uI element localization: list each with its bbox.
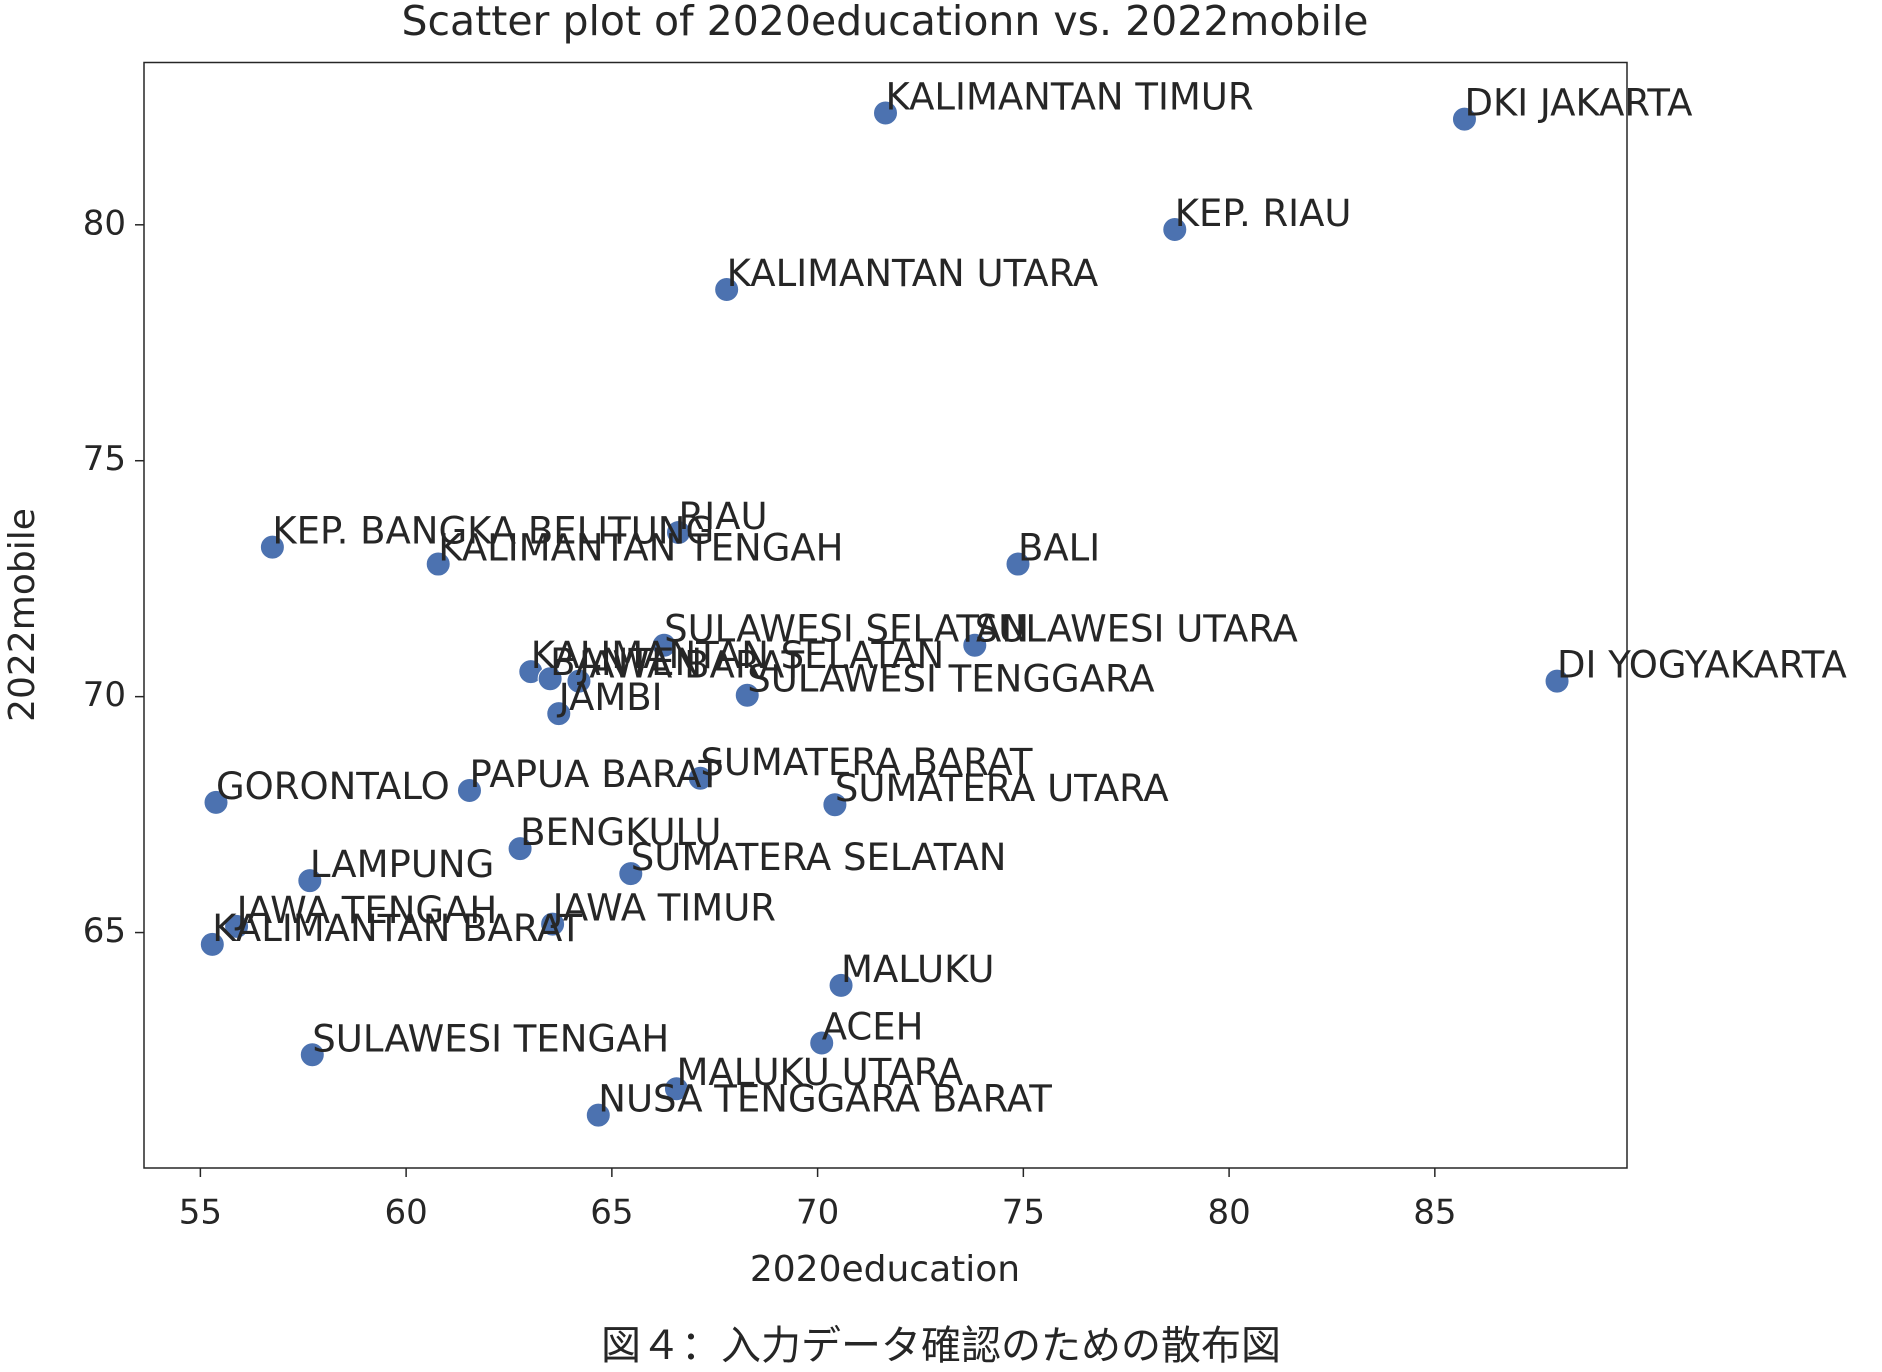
point-label: RIAU xyxy=(679,495,768,538)
point xyxy=(540,911,566,937)
point-label: SULAWESI UTARA xyxy=(975,608,1298,651)
point xyxy=(687,765,713,791)
point xyxy=(566,668,592,694)
point-label: KALIMANTAN UTARA xyxy=(727,252,1098,295)
point xyxy=(873,100,898,126)
x-tick-label: 55 xyxy=(179,1193,222,1233)
point xyxy=(299,1042,325,1068)
x-tick-label: 85 xyxy=(1413,1193,1456,1233)
point-label: DI YOGYAKARTA xyxy=(1557,644,1847,687)
point-label: SUMATERA SELATAN xyxy=(631,836,1007,879)
point xyxy=(962,632,988,658)
point xyxy=(507,836,533,862)
point xyxy=(1162,217,1188,243)
y-axis-label: 2022mobile xyxy=(2,508,43,722)
y-tick-label: 70 xyxy=(83,675,126,715)
point-label: MALUKU UTARA xyxy=(676,1051,963,1094)
point xyxy=(714,276,740,302)
point xyxy=(1451,106,1477,132)
point-label: ACEH xyxy=(822,1005,924,1048)
point xyxy=(203,789,229,815)
y-tick-label: 65 xyxy=(83,911,126,951)
point xyxy=(809,1030,835,1056)
point-label: BANTEN xyxy=(550,641,702,684)
point-label: KALIMANTAN TIMUR xyxy=(886,75,1254,118)
x-tick-label: 80 xyxy=(1207,1193,1250,1233)
point xyxy=(456,778,482,804)
point-label: SULAWESI SELATAN xyxy=(664,608,1029,651)
point xyxy=(1544,668,1570,694)
point-label: DKI JAKARTA xyxy=(1464,82,1692,125)
point-label: LAMPUNG xyxy=(310,843,494,886)
point xyxy=(585,1102,611,1128)
plot-frame xyxy=(143,61,1628,1169)
chart-title: Scatter plot of 2020educationn vs. 2022m… xyxy=(401,0,1368,45)
point-label: MALUKU xyxy=(841,948,994,991)
point xyxy=(546,701,572,727)
x-tick-label: 75 xyxy=(1002,1193,1045,1233)
x-axis-label: 2020education xyxy=(750,1249,1020,1290)
point xyxy=(666,519,692,545)
point-label: SULAWESI TENGAH xyxy=(312,1017,669,1060)
point xyxy=(537,666,563,692)
x-tick-label: 60 xyxy=(384,1193,427,1233)
point-label: NUSA TENGGARA BARAT xyxy=(598,1078,1052,1121)
point xyxy=(828,972,854,998)
point-label: SUMATERA UTARA xyxy=(835,767,1169,810)
x-tick-label: 65 xyxy=(590,1193,633,1233)
point xyxy=(425,551,451,577)
point xyxy=(199,931,225,957)
point-label: KALIMANTAN TENGAH xyxy=(438,527,843,570)
point xyxy=(822,792,848,818)
point-label: BENGKULU xyxy=(520,811,721,854)
point-label: JAWA BARAT xyxy=(577,644,805,687)
point-label: JAWA TIMUR xyxy=(551,887,776,930)
point-label: KALIMANTAN BARAT xyxy=(212,907,582,950)
point-label: BALI xyxy=(1018,527,1100,570)
point-label: GORONTALO xyxy=(216,765,450,808)
y-tick-label: 80 xyxy=(83,203,126,243)
point xyxy=(651,632,677,658)
point-label: KALIMANTAN SELATAN xyxy=(531,634,944,677)
point xyxy=(224,913,250,939)
point xyxy=(297,868,323,894)
point-label: SULAWESI TENGGARA xyxy=(747,658,1154,701)
point xyxy=(618,861,644,887)
point-label: SUMATERA BARAT xyxy=(700,741,1033,784)
point-label: PAPUA BARAT xyxy=(469,753,721,796)
caption: 図４：入力データ確認のための散布図 xyxy=(601,1323,1281,1369)
y-tick-label: 75 xyxy=(83,439,126,479)
point xyxy=(1005,551,1031,577)
point xyxy=(663,1076,689,1102)
point-label: JAMBI xyxy=(557,676,663,719)
point xyxy=(259,534,285,560)
point-label: KEP. RIAU xyxy=(1175,192,1352,235)
point-label: JAWA TENGAH xyxy=(235,889,498,932)
x-tick-label: 70 xyxy=(796,1193,839,1233)
point xyxy=(734,682,760,708)
point-label: KEP. BANGKA BELITUNG xyxy=(272,510,714,553)
